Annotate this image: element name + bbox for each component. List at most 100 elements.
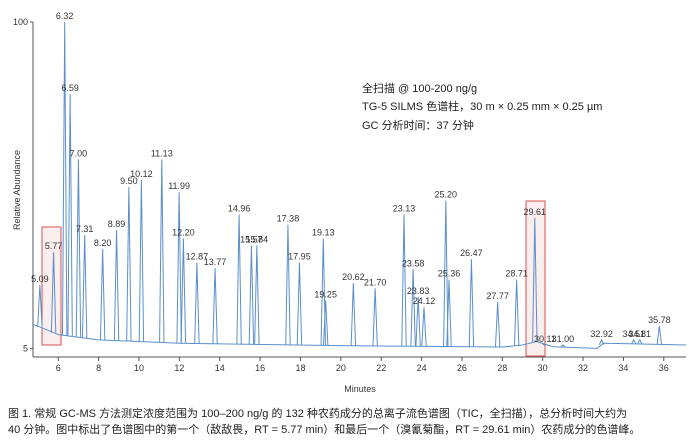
x-tick-label: 36	[659, 363, 669, 373]
peak-label: 26.47	[460, 248, 483, 258]
peak	[248, 245, 255, 345]
peak	[194, 262, 200, 344]
x-axis-label: Minutes	[344, 384, 376, 394]
peak	[50, 252, 57, 333]
peak	[494, 302, 501, 348]
baseline	[32, 323, 687, 349]
peak-label: 11.13	[151, 148, 173, 158]
peak-label: 9.50	[120, 176, 138, 186]
peak-label: 5.77	[45, 241, 63, 251]
caption-line: 图 1. 常规 GC-MS 方法测定浓度范围为 100–200 ng/g 的 1…	[8, 408, 628, 420]
peak	[421, 307, 427, 347]
peak	[532, 217, 538, 342]
peak	[415, 296, 421, 347]
peak-label: 28.71	[505, 269, 528, 279]
peak	[212, 267, 218, 344]
x-tick-label: 12	[174, 363, 184, 373]
peak	[254, 245, 260, 345]
peak-label: 8.20	[94, 238, 112, 248]
highlight-box	[41, 226, 62, 346]
peak-label: 21.70	[364, 277, 387, 287]
peak-label: 17.38	[277, 214, 300, 224]
x-tick-label: 22	[376, 363, 386, 373]
peak-label: 10.12	[130, 169, 153, 179]
peak-label: 6.32	[56, 11, 74, 21]
peak	[67, 94, 73, 337]
peak	[631, 338, 637, 345]
caption: 图 1. 常规 GC-MS 方法测定浓度范围为 100–200 ng/g 的 1…	[8, 406, 692, 438]
annotation: TG-5 SILMS 色谱柱，30 m × 0.25 mm × 0.25 µm	[362, 99, 602, 113]
chart: 全扫描 @ 100-200 ng/g TG-5 SILMS 色谱柱，30 m ×…	[12, 11, 687, 394]
peak-label: 14.96	[228, 203, 251, 213]
peak-label: 15.84	[246, 234, 269, 244]
peak-label: 25.20	[435, 190, 458, 200]
x-tick-label: 20	[336, 363, 346, 373]
peak-label: 35.78	[648, 315, 671, 325]
y-tick-label: 5	[23, 343, 28, 353]
peak-label: 6.59	[61, 83, 79, 93]
peak-label: 8.89	[108, 219, 126, 229]
peak-label: 30.11	[534, 334, 556, 344]
peak-label: 7.00	[70, 148, 88, 158]
peak-label: 32.92	[590, 329, 613, 339]
peak-label: 31.00	[552, 334, 575, 344]
peak-label: 23.58	[402, 258, 425, 268]
x-tick-label: 14	[215, 363, 225, 373]
x-tick-label: 32	[578, 363, 588, 373]
peak-label: 19.25	[314, 289, 337, 299]
peak	[81, 235, 88, 339]
peak-label: 23.83	[407, 286, 430, 296]
x-tick-label: 24	[417, 363, 427, 373]
peak-label: 17.95	[288, 252, 311, 262]
caption-line: 40 分钟。图中标出了色谱图中的第一个（敌敌畏，RT = 5.77 min）和最…	[8, 424, 641, 436]
peak	[285, 224, 291, 345]
peak	[656, 326, 663, 345]
x-tick-label: 30	[538, 363, 548, 373]
peak-label: 34.51	[622, 329, 645, 339]
x-tick-label: 28	[497, 363, 507, 373]
peak-label: 7.31	[76, 224, 94, 234]
x-tick-label: 10	[134, 363, 144, 373]
peak-label: 15.57	[240, 234, 263, 244]
peak	[176, 192, 182, 344]
peak	[126, 186, 132, 342]
peak-label: 5.09	[31, 274, 49, 284]
peak-label: 11.99	[168, 181, 190, 191]
peak	[446, 279, 452, 347]
peak-label: 20.62	[342, 272, 365, 282]
peak-label: 25.36	[438, 269, 461, 279]
peak	[236, 214, 242, 345]
y-axis-label: Relative Abundance	[12, 150, 22, 230]
peak-label: 12.20	[172, 227, 195, 237]
annotation: GC 分析时间：37 分钟	[362, 118, 474, 132]
peak	[296, 262, 303, 346]
peak-label: 34.81	[629, 329, 652, 339]
x-tick-label: 26	[457, 363, 467, 373]
y-tick-label: 100	[13, 17, 28, 27]
peak	[401, 214, 407, 347]
peak	[542, 343, 548, 346]
peak	[410, 269, 416, 347]
annotation: 全扫描 @ 100-200 ng/g	[362, 81, 477, 95]
peak	[37, 284, 43, 327]
x-tick-label: 18	[295, 363, 305, 373]
peak	[513, 279, 520, 346]
peak	[322, 300, 329, 346]
peak	[468, 259, 475, 347]
x-tick-label: 8	[96, 363, 101, 373]
peak	[61, 21, 68, 336]
peak-label: 27.77	[486, 291, 509, 301]
peak-label: 24.12	[413, 296, 436, 306]
peak	[560, 344, 566, 348]
peak-label: 23.13	[393, 203, 416, 213]
x-tick-label: 6	[56, 363, 61, 373]
peak-label: 29.61	[524, 207, 547, 217]
x-tick-label: 34	[618, 363, 628, 373]
peak	[350, 283, 357, 346]
peak	[138, 180, 145, 342]
peak-label: 13.77	[204, 257, 227, 267]
x-tick-label: 16	[255, 363, 265, 373]
peak	[99, 248, 106, 341]
peak	[598, 338, 605, 345]
